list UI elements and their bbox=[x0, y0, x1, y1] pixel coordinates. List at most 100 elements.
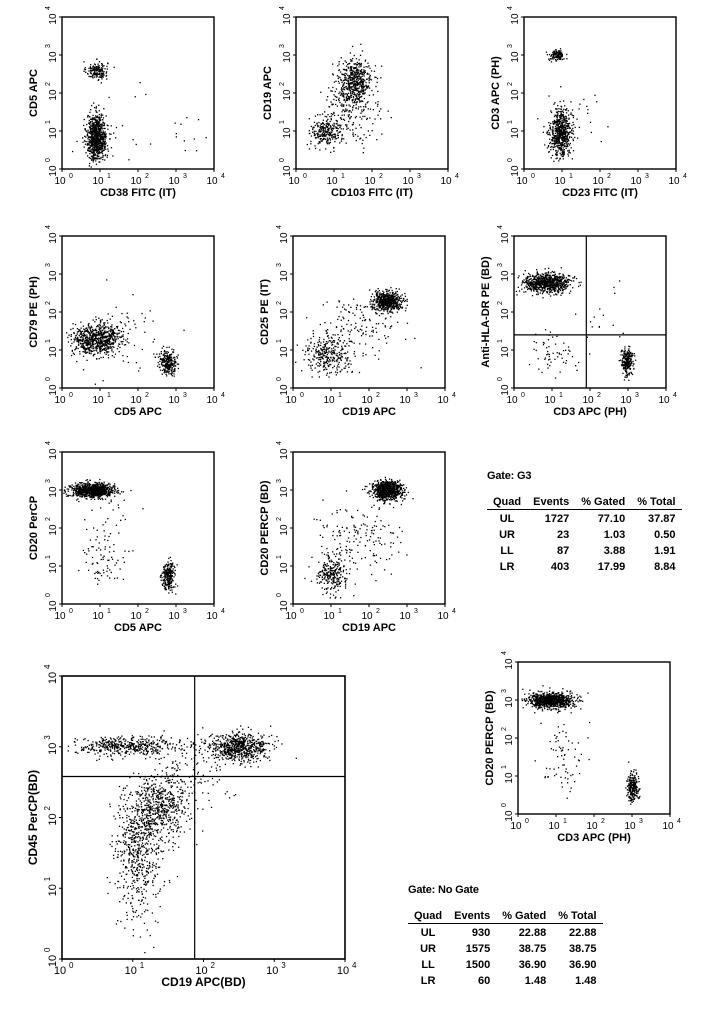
data-point bbox=[559, 142, 561, 144]
data-point bbox=[171, 364, 173, 366]
data-point bbox=[329, 135, 331, 137]
data-point bbox=[342, 93, 344, 95]
data-point bbox=[314, 147, 317, 150]
data-point bbox=[116, 327, 118, 329]
data-point bbox=[77, 331, 79, 333]
data-point bbox=[321, 132, 324, 134]
data-point bbox=[331, 360, 333, 362]
data-point bbox=[348, 86, 350, 88]
data-point bbox=[105, 339, 107, 342]
data-point bbox=[550, 111, 553, 113]
data-point bbox=[391, 300, 393, 302]
data-point bbox=[566, 53, 568, 56]
data-point bbox=[361, 109, 363, 111]
data-point bbox=[169, 364, 171, 366]
data-point bbox=[355, 98, 357, 100]
data-point bbox=[95, 160, 97, 162]
data-point bbox=[90, 345, 92, 348]
data-point bbox=[353, 75, 355, 77]
data-point bbox=[355, 308, 358, 310]
x-tick-label: 10 bbox=[54, 395, 66, 406]
data-point bbox=[135, 143, 137, 146]
plot-frame bbox=[61, 16, 215, 170]
data-point bbox=[163, 353, 165, 355]
data-point bbox=[326, 368, 328, 370]
data-point bbox=[583, 98, 585, 101]
data-point bbox=[158, 353, 161, 355]
data-point bbox=[108, 133, 111, 135]
data-point bbox=[170, 362, 173, 364]
data-point bbox=[342, 306, 344, 308]
data-point bbox=[366, 102, 368, 104]
data-point bbox=[323, 123, 326, 126]
data-point bbox=[95, 348, 97, 350]
data-point bbox=[94, 130, 96, 132]
data-point bbox=[93, 122, 95, 124]
data-point bbox=[396, 290, 398, 293]
data-point bbox=[91, 133, 93, 135]
data-point bbox=[96, 136, 99, 138]
data-point bbox=[343, 94, 345, 97]
data-point bbox=[110, 330, 112, 332]
data-point bbox=[379, 310, 381, 312]
data-point bbox=[79, 351, 81, 353]
data-point bbox=[363, 134, 365, 136]
data-point bbox=[569, 152, 571, 154]
data-point bbox=[83, 68, 86, 70]
data-point bbox=[565, 131, 567, 133]
data-point bbox=[93, 128, 95, 130]
data-point bbox=[83, 348, 85, 350]
data-point bbox=[107, 338, 109, 340]
data-point bbox=[75, 347, 78, 349]
data-point bbox=[312, 335, 315, 338]
data-point bbox=[562, 114, 564, 116]
data-point bbox=[143, 321, 145, 323]
data-point bbox=[99, 125, 101, 127]
data-point bbox=[352, 76, 354, 79]
data-point bbox=[352, 88, 354, 91]
data-point bbox=[346, 128, 348, 130]
data-point bbox=[347, 74, 349, 77]
data-point bbox=[393, 302, 395, 304]
data-point bbox=[377, 292, 379, 294]
data-point bbox=[82, 141, 84, 143]
data-point bbox=[85, 350, 87, 352]
data-point bbox=[356, 76, 358, 78]
data-point bbox=[84, 351, 86, 353]
data-point bbox=[106, 145, 109, 147]
data-point bbox=[93, 146, 95, 148]
data-point bbox=[100, 82, 102, 84]
x-tick-exponent: 0 bbox=[69, 173, 73, 180]
data-points bbox=[72, 58, 207, 168]
data-point bbox=[82, 337, 84, 339]
data-point bbox=[310, 140, 312, 143]
data-point bbox=[340, 357, 342, 359]
data-point bbox=[327, 352, 329, 354]
data-point bbox=[596, 101, 598, 103]
data-point bbox=[332, 334, 334, 336]
data-point bbox=[115, 332, 117, 334]
data-point bbox=[375, 302, 377, 304]
data-point bbox=[172, 364, 174, 366]
data-point bbox=[95, 131, 98, 133]
data-point bbox=[96, 115, 99, 117]
data-point bbox=[321, 349, 323, 351]
data-point bbox=[356, 101, 358, 103]
data-point bbox=[349, 331, 351, 333]
data-point bbox=[553, 144, 556, 146]
data-point bbox=[322, 348, 325, 350]
data-point bbox=[100, 74, 102, 76]
data-point bbox=[354, 80, 356, 82]
data-point bbox=[92, 127, 94, 129]
data-point bbox=[398, 307, 401, 310]
data-point bbox=[342, 90, 344, 93]
data-point bbox=[357, 75, 359, 78]
data-point bbox=[563, 130, 565, 133]
data-point bbox=[79, 329, 81, 331]
data-point bbox=[372, 299, 375, 301]
data-point bbox=[102, 131, 105, 133]
data-point bbox=[90, 325, 92, 327]
data-point bbox=[95, 76, 98, 78]
data-point bbox=[103, 323, 105, 325]
data-point bbox=[340, 311, 342, 313]
